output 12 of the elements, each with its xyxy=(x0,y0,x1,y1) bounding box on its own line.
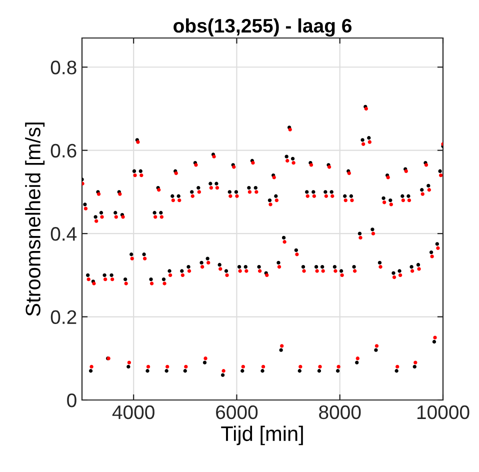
x-axis-title: Tijd [min] xyxy=(221,426,303,446)
y-tick-label: 0.8 xyxy=(50,60,76,74)
x-tick-label: 4000 xyxy=(112,405,154,420)
y-tick-label: 0.6 xyxy=(50,144,76,158)
y-tick-label: 0.2 xyxy=(50,310,76,324)
x-tick-label: 10000 xyxy=(417,405,470,420)
y-tick-label: 0 xyxy=(67,393,76,408)
x-tick-label: 8000 xyxy=(319,405,361,420)
y-axis-title: Stroomsnelheid [m/s] xyxy=(25,122,45,316)
chart-title: obs(13,255) - laag 6 xyxy=(174,18,352,37)
y-tick-label: 0.4 xyxy=(50,227,77,241)
x-tick-label: 6000 xyxy=(216,405,258,420)
